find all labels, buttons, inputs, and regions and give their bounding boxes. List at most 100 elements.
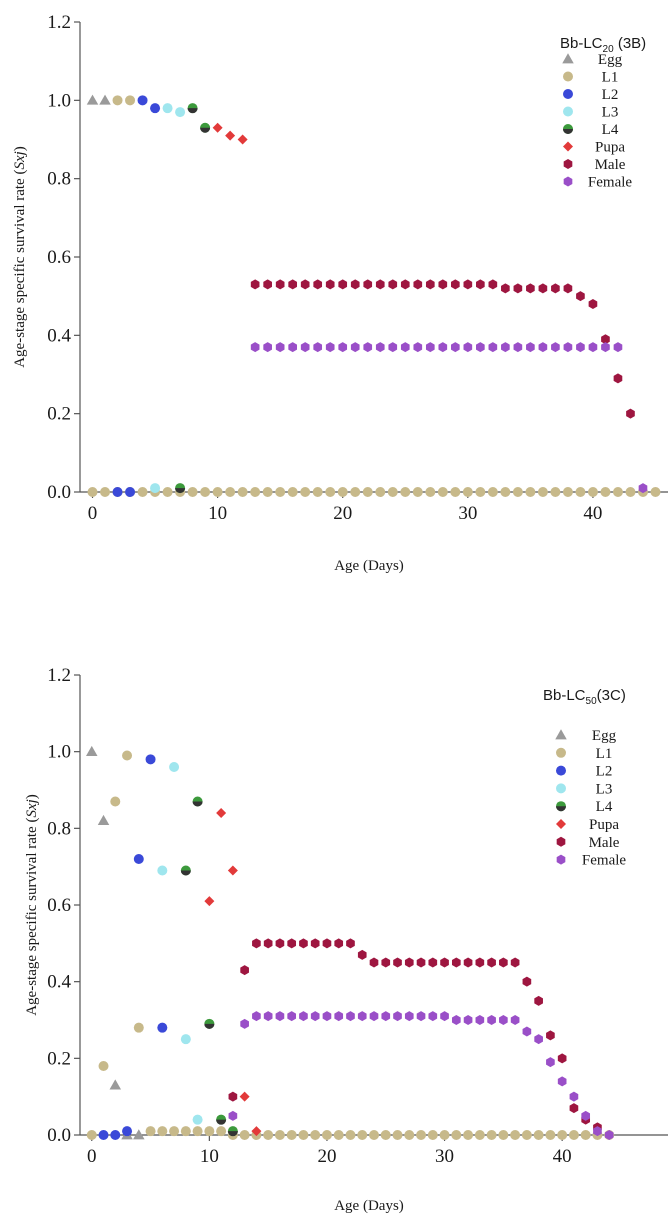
y-axis-label: Age-stage specific survival rate (Sxj) — [24, 794, 40, 1016]
point-male — [576, 291, 585, 302]
point-female — [240, 1018, 249, 1029]
point-female — [557, 1076, 567, 1087]
point-pupa — [216, 808, 227, 818]
point-male — [626, 408, 635, 419]
point-l1 — [239, 1130, 250, 1140]
point-female — [569, 1091, 579, 1102]
point-l4 — [200, 122, 211, 133]
point-l1 — [362, 487, 373, 497]
point-male — [569, 1103, 579, 1114]
point-male — [510, 957, 520, 968]
legend-label-l4: L4 — [596, 799, 613, 815]
point-female — [263, 1011, 273, 1022]
point-female — [522, 1026, 532, 1037]
legend-label-l1: L1 — [602, 70, 619, 86]
legend-marker-l2 — [563, 89, 573, 99]
point-l3 — [157, 865, 168, 876]
point-l1 — [112, 95, 123, 106]
point-l1 — [169, 1126, 180, 1137]
point-egg — [99, 94, 111, 105]
point-male — [546, 1030, 555, 1041]
point-male — [451, 957, 461, 968]
x-tick-label: 40 — [553, 1146, 572, 1167]
point-male — [275, 279, 285, 290]
point-l1 — [498, 1130, 509, 1140]
point-female — [451, 1015, 461, 1025]
point-egg — [86, 745, 98, 756]
legend-marker-egg — [555, 729, 567, 740]
point-female — [413, 342, 423, 353]
point-l4 — [192, 796, 203, 807]
point-female — [463, 1015, 473, 1025]
y-tick-label: 1.0 — [47, 90, 71, 111]
point-l1 — [575, 487, 586, 497]
point-l1 — [474, 1130, 485, 1140]
point-female — [288, 342, 298, 353]
x-tick-label: 20 — [317, 1146, 336, 1167]
point-female — [325, 342, 335, 353]
point-female — [393, 1011, 402, 1022]
point-l1 — [512, 487, 523, 497]
point-male — [288, 279, 298, 290]
point-female — [363, 342, 373, 353]
point-l1 — [487, 487, 498, 497]
point-male — [428, 957, 438, 968]
point-male — [322, 938, 332, 949]
point-l1 — [350, 487, 361, 497]
legend-marker-l3 — [556, 783, 566, 794]
point-l1 — [500, 487, 511, 497]
point-l1 — [587, 487, 598, 497]
point-l1 — [437, 487, 448, 497]
point-l1 — [200, 487, 211, 497]
point-male — [363, 279, 373, 290]
point-female — [322, 1011, 332, 1022]
point-l1 — [262, 487, 273, 497]
y-tick-label: 0.6 — [47, 895, 71, 916]
legend-marker-male — [556, 836, 566, 847]
y-tick-label: 0.6 — [47, 247, 71, 268]
point-l1 — [225, 487, 236, 497]
point-pupa — [237, 134, 248, 145]
point-male — [375, 279, 385, 290]
point-l1 — [145, 1126, 156, 1137]
chart-3c: 0.0 0.2 0.4 0.6 0.8 1.0 1.2 0 10 20 30 40 Age-stage … — [24, 665, 668, 1214]
point-male — [299, 938, 308, 949]
point-l1 — [387, 487, 398, 497]
point-female — [400, 342, 410, 353]
point-female — [450, 342, 460, 353]
point-female — [375, 342, 385, 353]
legend-label-l3: L3 — [602, 105, 619, 121]
point-male — [250, 279, 260, 290]
point-l1 — [412, 487, 423, 497]
point-male — [300, 279, 310, 290]
point-male — [287, 938, 297, 949]
legend-label-egg: Egg — [592, 728, 617, 744]
point-female — [487, 1015, 496, 1025]
x-tick-label: 10 — [200, 1146, 219, 1167]
x-tick-label: 20 — [333, 503, 352, 524]
point-l1 — [600, 487, 611, 497]
point-egg — [86, 94, 99, 105]
legend-marker-egg — [562, 53, 574, 64]
point-female — [404, 1011, 414, 1022]
point-female — [593, 1126, 602, 1137]
point-l1 — [300, 487, 311, 497]
point-l1 — [98, 1061, 109, 1071]
point-l1 — [550, 487, 561, 497]
point-l1 — [451, 1130, 462, 1140]
point-l1 — [475, 487, 486, 497]
y-tick-label: 0.8 — [47, 169, 71, 190]
point-l4 — [187, 103, 198, 114]
point-female — [425, 342, 435, 353]
point-l1 — [580, 1130, 591, 1140]
point-male — [357, 949, 367, 960]
point-l1 — [87, 487, 98, 497]
point-female — [488, 342, 498, 353]
point-l1 — [192, 1126, 203, 1137]
legend-marker-l1 — [563, 71, 573, 82]
point-l1 — [345, 1130, 356, 1140]
legend-label-male: Male — [589, 835, 620, 851]
point-female — [638, 483, 648, 494]
